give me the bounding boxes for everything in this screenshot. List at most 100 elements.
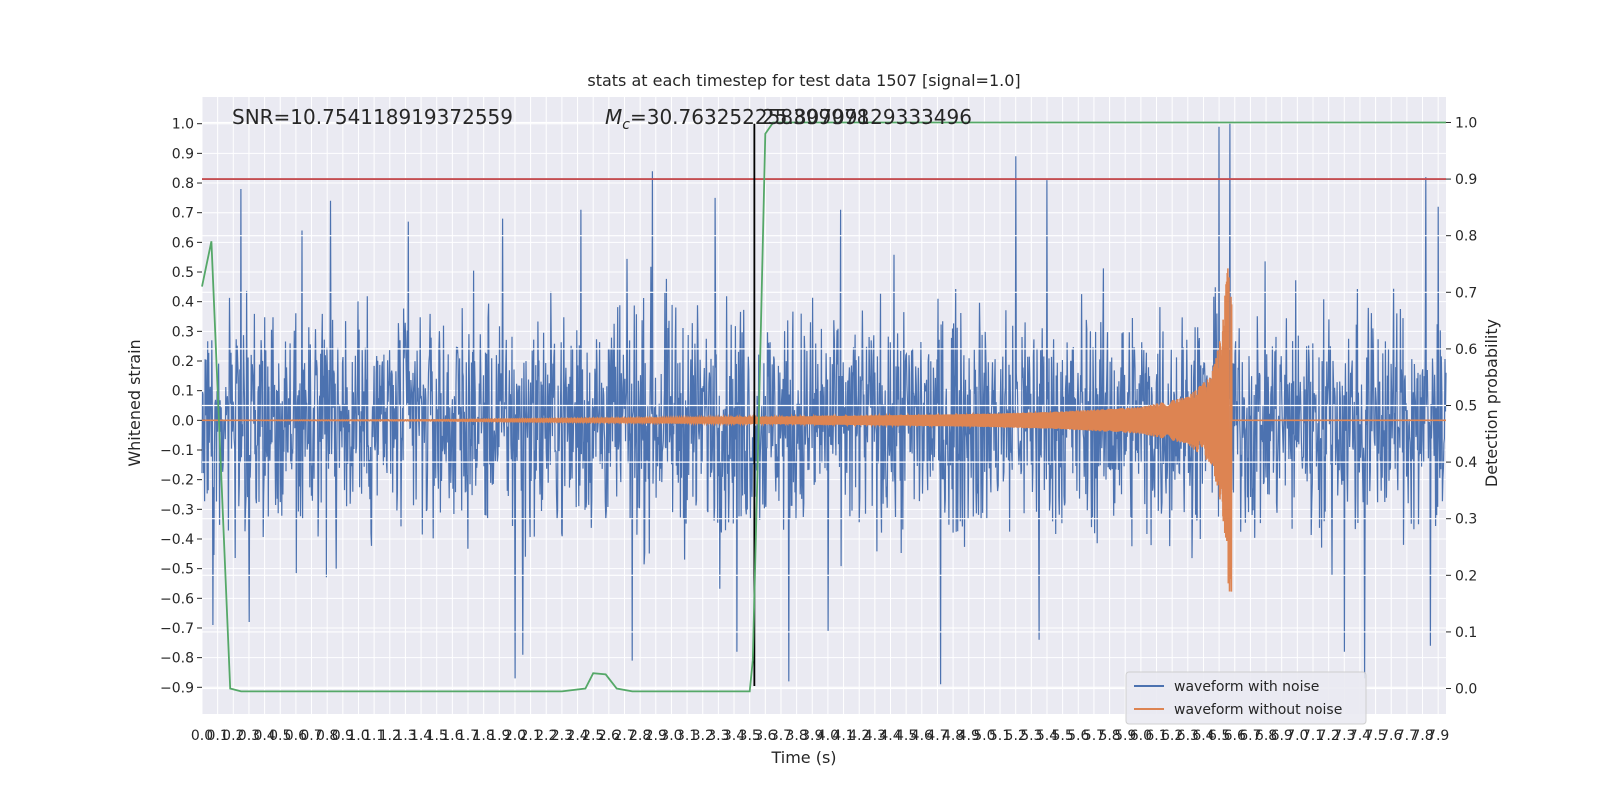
x-tick-label: 4.4 [879, 728, 901, 744]
x-tick-label: 0.7 [300, 728, 322, 744]
x-tick-label: 4.0 [817, 728, 839, 744]
mc-subscript: c [622, 117, 630, 133]
y2-tick-label: 0.2 [1455, 568, 1477, 584]
x-tick-label: 1.1 [363, 728, 385, 744]
x-tick-label: 0.9 [332, 728, 354, 744]
mc-value: =30.763252258399978 [630, 105, 869, 129]
y2-tick-label: 0.6 [1455, 342, 1477, 358]
x-tick-label: 0.2 [222, 728, 244, 744]
snr-annotation: SNR=10.754118919372559 [232, 105, 513, 129]
x-tick-label: 1.3 [394, 728, 416, 744]
legend-label-waveform-without-noise: waveform without noise [1174, 702, 1342, 718]
waveform-with-noise-line [201, 123, 1447, 685]
x-tick-label: 7.8 [1411, 728, 1433, 744]
x-tick-label: 7.3 [1333, 728, 1355, 744]
y-tick-label: −0.7 [160, 621, 194, 637]
x-tick-label: 3.9 [801, 728, 823, 744]
detection-probability-line [201, 121, 1446, 693]
y-tick-label: −0.2 [160, 473, 194, 489]
y-tick-label: 0.0 [172, 413, 194, 429]
x-tick-label: 5.1 [989, 728, 1011, 744]
x-axis-label: Time (s) [770, 748, 836, 767]
x-tick-label: 4.5 [895, 728, 917, 744]
x-axis-ticks: 0.00.10.20.30.40.50.60.70.80.91.01.11.21… [191, 728, 1449, 744]
x-tick-label: 7.2 [1318, 728, 1340, 744]
x-tick-label: 0.4 [253, 728, 275, 744]
x-tick-label: 4.8 [942, 728, 964, 744]
x-tick-label: 3.2 [692, 728, 714, 744]
mc-annotation: Mc=30.763252258399978 [605, 105, 869, 133]
y2-axis-label: Detection probability [1482, 319, 1501, 487]
x-tick-label: 5.8 [1098, 728, 1120, 744]
x-tick-label: 4.1 [832, 728, 854, 744]
y-tick-label: −0.4 [160, 532, 194, 548]
y-tick-label: −0.8 [160, 651, 194, 667]
chart-title: stats at each timestep for test data 150… [587, 71, 1020, 90]
x-tick-label: 2.8 [629, 728, 651, 744]
y2-grid-overlay [202, 121, 1446, 690]
y-tick-label: 0.7 [172, 206, 194, 222]
y2-tick-label: 0.7 [1455, 285, 1477, 301]
x-tick-label: 2.4 [566, 728, 588, 744]
mc-symbol: M [605, 105, 622, 129]
x-tick-label: 6.0 [1130, 728, 1152, 744]
x-tick-label: 5.9 [1114, 728, 1136, 744]
y-tick-label: −0.5 [160, 562, 194, 578]
x-tick-label: 3.8 [785, 728, 807, 744]
x-tick-label: 6.6 [1224, 728, 1246, 744]
y2-tick-label: 0.3 [1455, 512, 1477, 528]
y-axis-label: Whitened strain [125, 339, 144, 466]
x-tick-label: 4.2 [848, 728, 870, 744]
y-tick-label: 0.4 [172, 295, 194, 311]
x-tick-label: 7.4 [1349, 728, 1371, 744]
x-tick-label: 6.9 [1271, 728, 1293, 744]
x-tick-label: 2.0 [504, 728, 526, 744]
x-tick-label: 7.9 [1427, 728, 1449, 744]
x-tick-label: 4.9 [958, 728, 980, 744]
x-tick-label: 2.6 [598, 728, 620, 744]
x-tick-label: 7.5 [1364, 728, 1386, 744]
x-tick-label: 0.3 [238, 728, 260, 744]
y2-tick-label: 0.8 [1455, 229, 1477, 245]
x-tick-label: 3.5 [739, 728, 761, 744]
x-tick-label: 6.5 [1208, 728, 1230, 744]
x-tick-label: 0.0 [191, 728, 213, 744]
x-tick-label: 4.7 [926, 728, 948, 744]
x-tick-label: 6.3 [1177, 728, 1199, 744]
detection-probability-series [201, 121, 1446, 693]
x-tick-label: 7.0 [1286, 728, 1308, 744]
y-tick-label: −0.9 [160, 680, 194, 696]
x-tick-label: 1.8 [473, 728, 495, 744]
x-tick-label: 6.2 [1161, 728, 1183, 744]
x-tick-label: 1.7 [457, 728, 479, 744]
waveform-without-noise-line [202, 268, 1446, 592]
y-tick-label: −0.1 [160, 443, 194, 459]
x-tick-label: 3.4 [723, 728, 745, 744]
y-tick-label: 0.8 [172, 176, 194, 192]
waveform-with-noise-series [201, 123, 1447, 685]
x-tick-label: 6.7 [1239, 728, 1261, 744]
y2-tick-label: 0.1 [1455, 625, 1477, 641]
y2-tick-label: 0.0 [1455, 682, 1477, 698]
legend-box [1125, 671, 1367, 725]
x-tick-label: 7.7 [1396, 728, 1418, 744]
y2-tick-label: 0.9 [1455, 172, 1477, 188]
x-tick-label: 3.7 [770, 728, 792, 744]
x-tick-label: 3.0 [660, 728, 682, 744]
x-tick-label: 3.3 [707, 728, 729, 744]
x-tick-label: 6.1 [1145, 728, 1167, 744]
x-tick-label: 7.6 [1380, 728, 1402, 744]
y-tick-label: 1.0 [172, 117, 194, 133]
x-tick-label: 5.4 [1036, 728, 1058, 744]
x-tick-label: 4.3 [864, 728, 886, 744]
legend-label-waveform-with-noise: waveform with noise [1174, 679, 1319, 695]
x-tick-label: 6.8 [1255, 728, 1277, 744]
x-tick-label: 7.1 [1302, 728, 1324, 744]
x-tick-label: 6.4 [1192, 728, 1214, 744]
x-tick-label: 3.1 [676, 728, 698, 744]
x-tick-label: 2.1 [519, 728, 541, 744]
x-tick-label: 5.7 [1083, 728, 1105, 744]
y-tick-label: 0.1 [172, 384, 194, 400]
